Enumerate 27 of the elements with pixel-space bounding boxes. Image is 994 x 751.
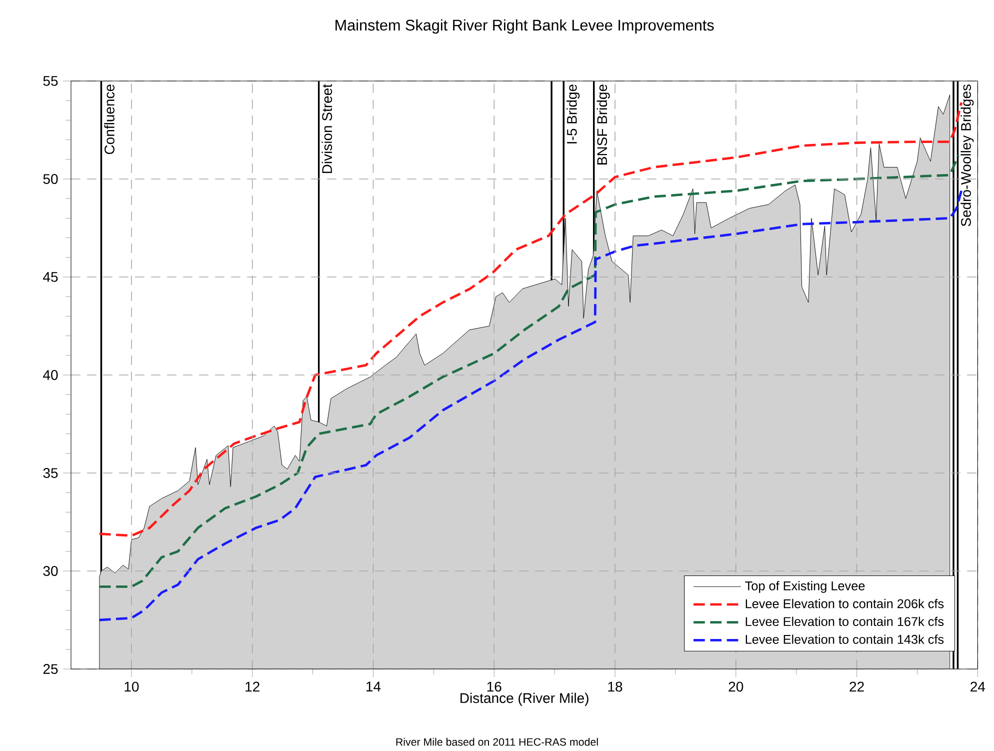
text: River Mile based on 2011 HEC-RAS model xyxy=(396,738,598,746)
x-tick-label: 24 xyxy=(970,682,986,692)
y-tick-label: 40 xyxy=(43,370,58,380)
x-tick-label: 18 xyxy=(608,682,622,692)
y-tick-label: 35 xyxy=(43,468,58,478)
x-tick-label: 12 xyxy=(246,682,260,692)
legend-label: Levee Elevation to contain 167k cfs xyxy=(746,616,944,626)
y-tick-label: 50 xyxy=(43,174,58,184)
ref-line-label: Division Street xyxy=(322,84,332,174)
legend-label: Levee Elevation to contain 206k cfs xyxy=(746,598,944,608)
x-tick-label: 14 xyxy=(366,682,381,692)
x-tick-label: 22 xyxy=(850,682,864,692)
chart-title: Mainstem Skagit River Right Bank Levee Improvements xyxy=(336,19,714,34)
x-tick-label: 10 xyxy=(124,682,139,692)
y-tick-label: 25 xyxy=(43,664,58,674)
legend-label: Top of Existing Levee xyxy=(745,581,865,593)
y-tick-label: 45 xyxy=(43,272,58,282)
ref-line-label: I-5 Bridge xyxy=(566,84,580,144)
ref-line-label: Confluence xyxy=(104,84,114,154)
x-tick-label: 20 xyxy=(728,682,744,692)
ref-line-label: BNSF Bridge xyxy=(596,84,610,164)
legend-label: Levee Elevation to contain 143k cfs xyxy=(746,634,944,644)
x-axis-title: Distance (River Mile) xyxy=(460,692,588,706)
ref-line-label: Sedro-Woolley Bridges xyxy=(960,84,974,226)
x-tick-label: 16 xyxy=(487,682,502,692)
y-tick-label: 30 xyxy=(43,566,58,576)
y-tick-label: 55 xyxy=(43,76,58,86)
